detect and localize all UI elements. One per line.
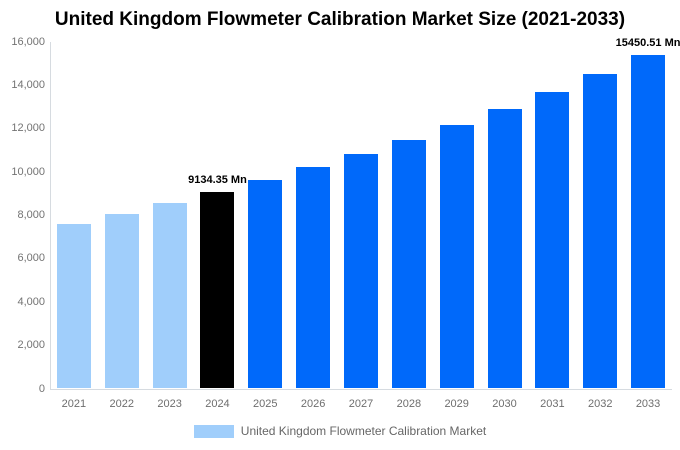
x-axis-line (50, 389, 672, 390)
bar-2030 (486, 107, 523, 389)
y-axis-tick-label: 6,000 (17, 252, 45, 265)
x-axis-tick-label-2027: 2027 (348, 398, 374, 410)
legend-swatch (193, 424, 234, 438)
y-axis-line (50, 42, 51, 389)
x-axis-tick-label-2030: 2030 (492, 398, 517, 410)
bar-2026 (295, 166, 332, 389)
x-axis-tick-label-2031: 2031 (540, 398, 565, 410)
x-axis-tick-label-2023: 2023 (157, 398, 182, 410)
bar-2031 (534, 90, 571, 389)
x-axis-tick-label-2033: 2033 (635, 398, 661, 410)
data-label-2033: 15450.51 Mn (615, 36, 680, 49)
data-label-2024: 9134.35 Mn (188, 173, 247, 186)
x-axis-tick-label-2022: 2022 (109, 398, 134, 410)
bar-2023 (151, 202, 188, 389)
bar-2029 (438, 123, 475, 389)
y-axis-tick-label: 2,000 (17, 339, 45, 352)
bar-2032 (582, 73, 619, 389)
bar-2022 (103, 212, 140, 389)
bar-2024 (199, 190, 236, 389)
x-axis-tick-label-2032: 2032 (587, 398, 613, 410)
bar-2028 (390, 138, 427, 389)
y-axis-tick-label: 0 (38, 382, 45, 395)
x-axis-tick-label-2021: 2021 (61, 398, 87, 410)
x-axis-tick-label-2025: 2025 (253, 398, 278, 410)
x-axis-tick-label-2026: 2026 (300, 398, 326, 410)
y-axis-tick-label: 16,000 (11, 35, 45, 48)
chart-title: United Kingdom Flowmeter Calibration Mar… (54, 9, 626, 30)
y-axis-tick-label: 4,000 (17, 295, 45, 308)
x-axis-tick-label-2024: 2024 (205, 398, 230, 410)
bar-2033 (630, 53, 667, 389)
y-axis-tick-label: 8,000 (17, 209, 45, 221)
x-axis-tick-label-2028: 2028 (396, 398, 422, 410)
bar-2025 (247, 179, 284, 389)
legend-label: United Kingdom Flowmeter Calibration Mar… (240, 424, 487, 438)
y-axis-tick-label: 10,000 (11, 165, 45, 178)
bar-2021 (55, 222, 92, 389)
bar-2027 (343, 153, 379, 389)
y-axis-tick-label: 12,000 (11, 122, 45, 135)
legend-item[interactable]: United Kingdom Flowmeter Calibration Mar… (0, 424, 680, 438)
y-axis-tick-label: 14,000 (11, 78, 45, 91)
x-axis-tick-label-2029: 2029 (444, 398, 469, 410)
